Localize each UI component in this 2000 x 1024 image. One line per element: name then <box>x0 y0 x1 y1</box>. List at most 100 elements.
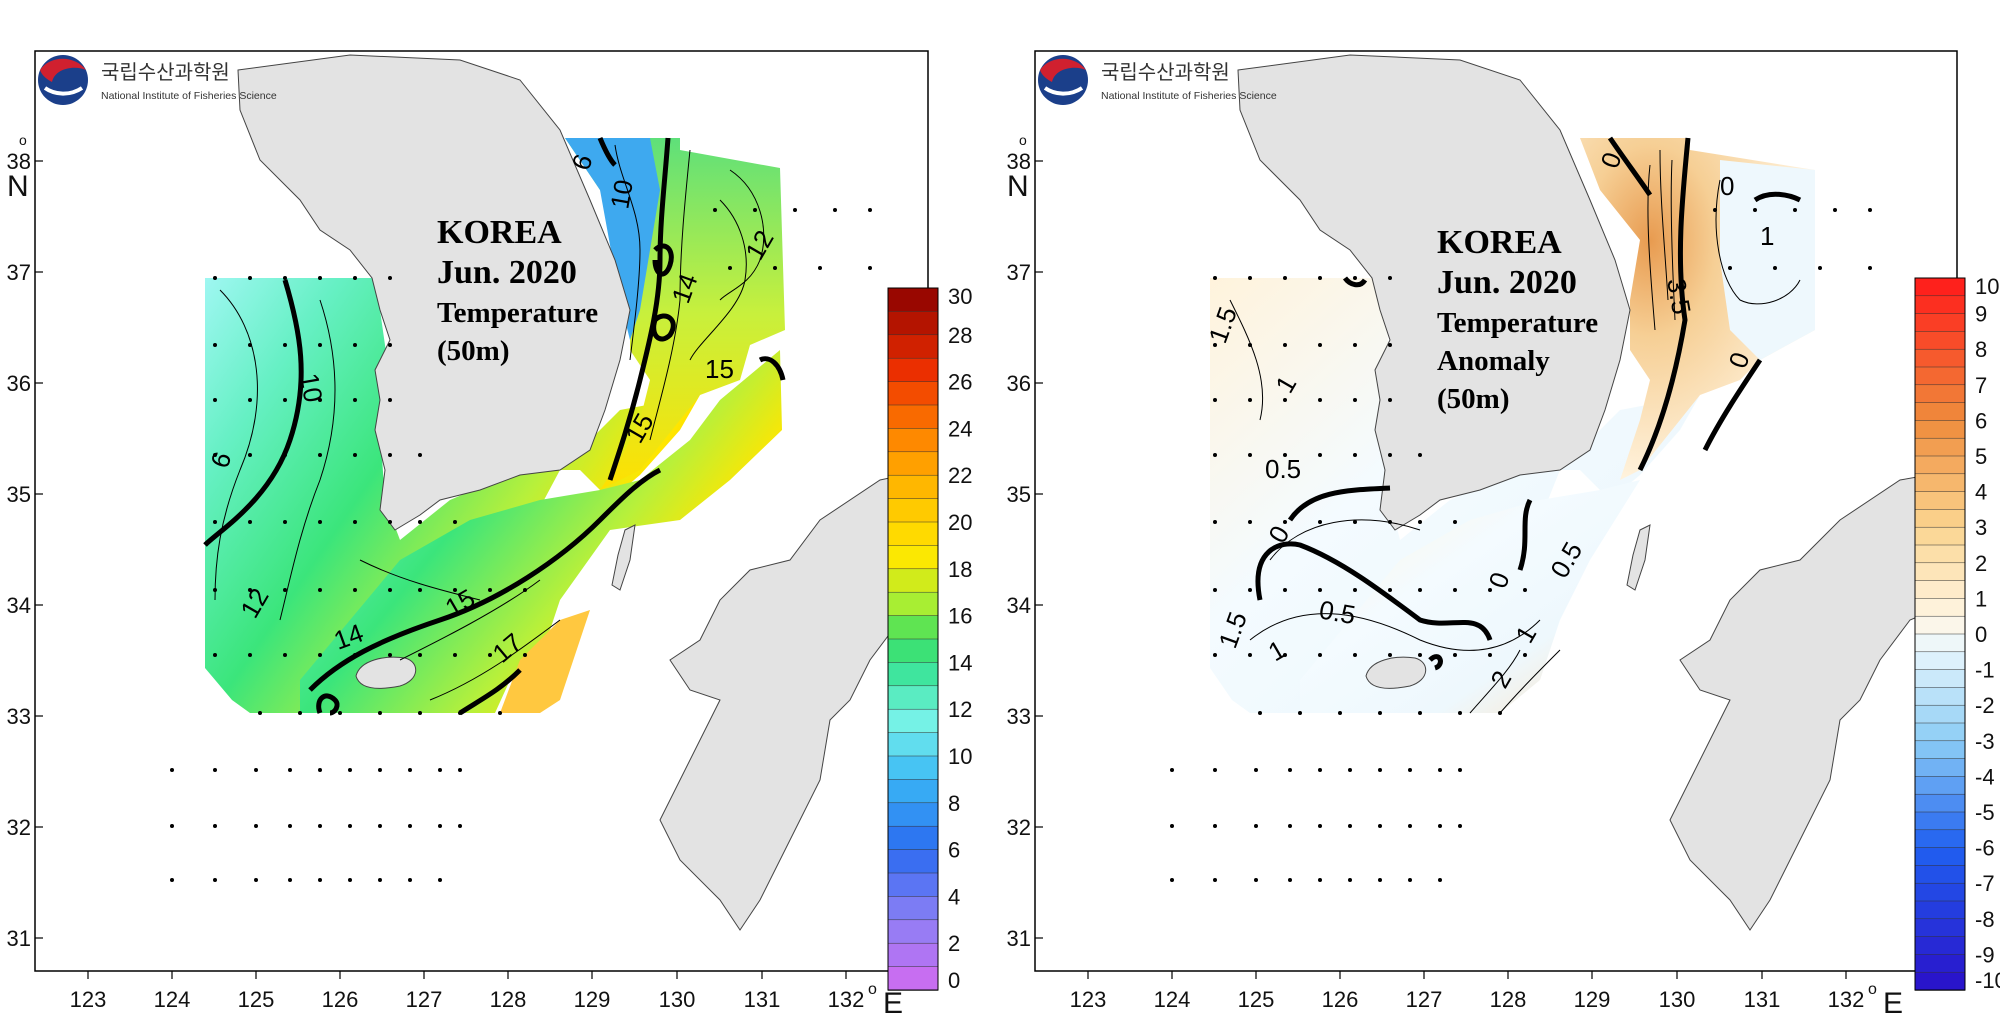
station-dot <box>1318 520 1322 524</box>
station-dot <box>283 343 287 347</box>
station-dot <box>1793 208 1797 212</box>
contour-label: 3.5 <box>1661 276 1697 317</box>
anomaly-map-panel: 0 3.5 0 1 0 1.5 1 0.5 0 0.5 1.5 1 0 0.5 … <box>1007 50 2000 1020</box>
logo-emblem-wave <box>1043 86 1084 96</box>
station-dot <box>408 824 412 828</box>
station-dot <box>318 398 322 402</box>
colorbar-label: 6 <box>948 838 960 863</box>
station-dot <box>1254 878 1258 882</box>
colorbar-label: 24 <box>948 416 972 441</box>
x-tick-label: 125 <box>1238 987 1275 1012</box>
station-dot <box>1288 824 1292 828</box>
station-dot <box>1388 453 1392 457</box>
colorbar-label: -6 <box>1975 836 1995 861</box>
station-dot <box>1348 824 1352 828</box>
colorbar-band <box>1914 544 1966 564</box>
station-dot <box>1283 398 1287 402</box>
colorbar-label: 12 <box>948 697 972 722</box>
station-dot <box>213 398 217 402</box>
y-tick-label: 31 <box>7 926 31 951</box>
station-dot <box>1408 824 1412 828</box>
x-axis-unit: E <box>1883 987 1903 1020</box>
station-dot <box>1353 276 1357 280</box>
station-dot <box>353 653 357 657</box>
x-tick-label: 132 <box>1828 987 1865 1012</box>
logo-korean-name: 국립수산과학원 <box>101 60 230 84</box>
station-dot <box>283 276 287 280</box>
colorbar-band <box>1914 882 1966 902</box>
colorbar-band <box>1914 580 1966 600</box>
y-axis-unit: N <box>1007 170 1029 203</box>
colorbar-band <box>887 896 939 921</box>
station-dot <box>254 824 258 828</box>
station-dot <box>438 878 442 882</box>
colorbar-band <box>887 311 939 336</box>
station-dot <box>1728 266 1732 270</box>
colorbar-label: 14 <box>948 650 972 675</box>
station-dot <box>1438 878 1442 882</box>
colorbar-label: 10 <box>1975 274 1999 299</box>
title-line: (50m) <box>1437 383 1509 415</box>
station-dot <box>248 520 252 524</box>
station-dot <box>254 768 258 772</box>
station-dot <box>378 824 382 828</box>
colorbar-label: -2 <box>1975 693 1995 718</box>
station-dot <box>213 453 217 457</box>
station-dot <box>1213 276 1217 280</box>
colorbar-band <box>1914 473 1966 493</box>
y-tick-label: 34 <box>7 593 31 618</box>
station-dot <box>1458 768 1462 772</box>
colorbar-band <box>887 779 939 804</box>
degree-mark: o <box>868 981 877 998</box>
station-dot <box>213 343 217 347</box>
colorbar-label: 8 <box>1975 337 1987 362</box>
colorbar-band <box>887 381 939 406</box>
x-tick-label: 125 <box>238 987 275 1012</box>
station-dot <box>1170 878 1174 882</box>
degree-mark: o <box>19 132 27 148</box>
colorbar-band <box>1914 758 1966 778</box>
colorbar-band <box>1914 740 1966 760</box>
station-dot <box>288 824 292 828</box>
station-dot <box>1388 520 1392 524</box>
warm-water-patch <box>500 610 590 713</box>
colorbar-label: 22 <box>948 463 972 488</box>
station-dot <box>1388 343 1392 347</box>
station-dot <box>1388 653 1392 657</box>
colorbar-band <box>1914 384 1966 404</box>
colorbar-band <box>1914 793 1966 813</box>
y-tick-label: 33 <box>7 704 31 729</box>
station-dot <box>1713 208 1717 212</box>
station-dot <box>388 276 392 280</box>
station-dot <box>1283 520 1287 524</box>
station-dot <box>1170 768 1174 772</box>
title-line: KOREA <box>437 214 562 251</box>
station-dot <box>318 878 322 882</box>
colorbar-band <box>887 942 939 968</box>
colorbar-band <box>1914 687 1966 706</box>
colorbar-label: 9 <box>1975 302 1987 327</box>
station-dot <box>1498 711 1502 715</box>
station-dot <box>408 878 412 882</box>
y-axis-right: 38 37 36 35 34 33 32 31 o N <box>1007 132 1043 951</box>
station-dot <box>1318 398 1322 402</box>
station-dot <box>1833 208 1837 212</box>
colorbar-band <box>887 615 939 640</box>
contour-label: 0.5 <box>1265 454 1301 484</box>
station-dot <box>458 711 462 715</box>
station-dot <box>523 588 527 592</box>
station-dot <box>318 653 322 657</box>
x-tick-label: 131 <box>1744 987 1781 1012</box>
station-dot <box>418 711 422 715</box>
x-tick-label: 127 <box>406 987 443 1012</box>
station-dot <box>388 588 392 592</box>
colorbar-band <box>887 568 939 593</box>
station-dot <box>1248 276 1252 280</box>
station-dot <box>1353 520 1357 524</box>
station-dot <box>170 768 174 772</box>
station-dot <box>1348 878 1352 882</box>
station-dot <box>213 276 217 280</box>
x-tick-label: 130 <box>1659 987 1696 1012</box>
station-dot <box>868 208 872 212</box>
